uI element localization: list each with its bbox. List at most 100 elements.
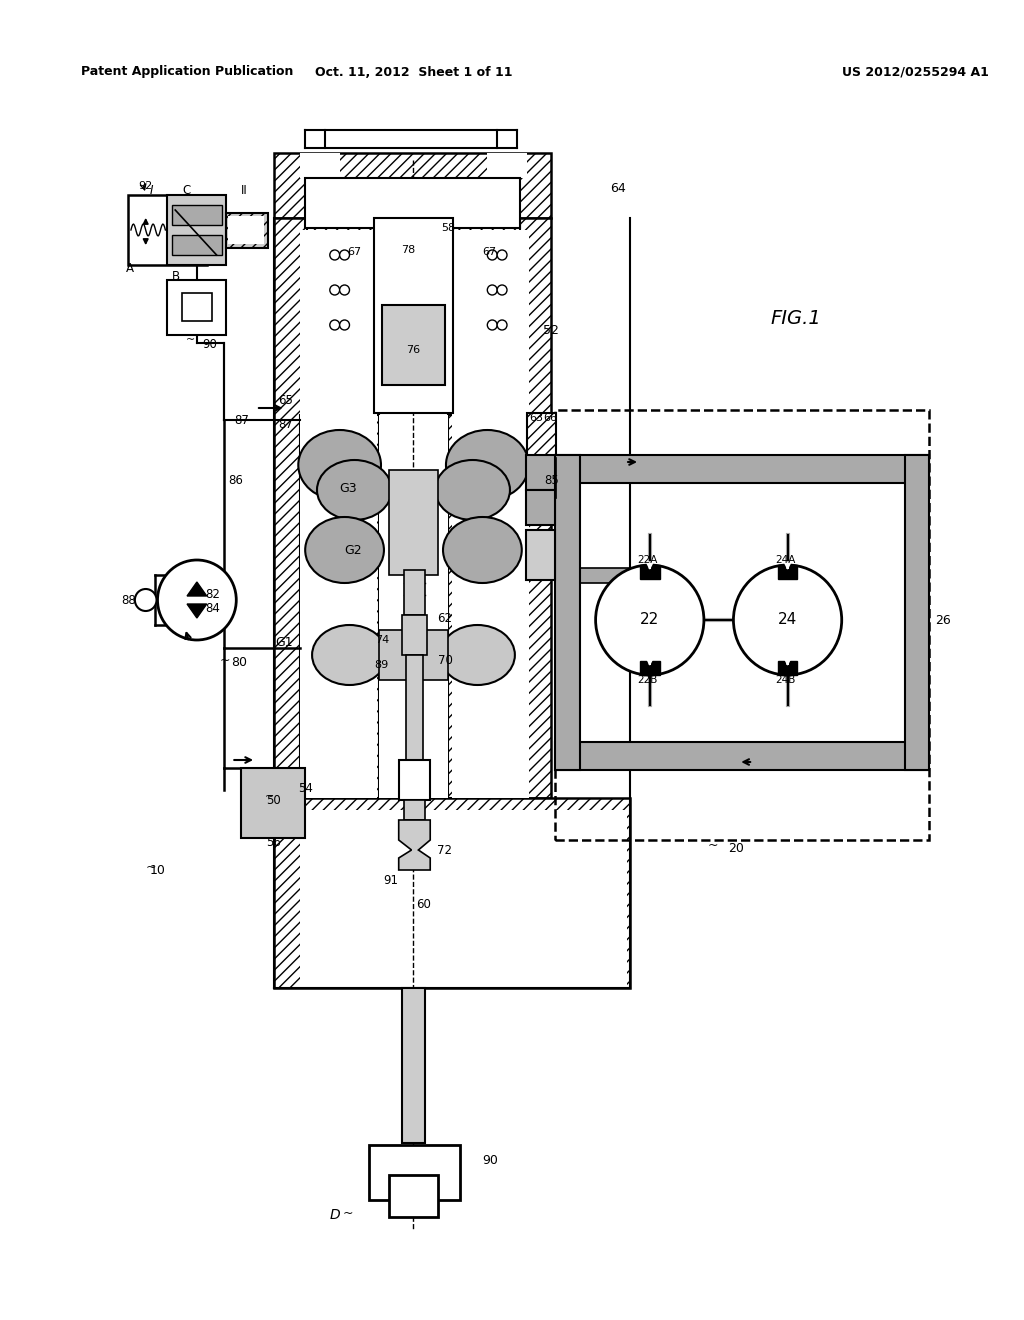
Bar: [300, 153, 340, 178]
Text: FIG.1: FIG.1: [770, 309, 821, 327]
Bar: [487, 153, 526, 178]
Circle shape: [340, 319, 349, 330]
Text: 24: 24: [778, 612, 798, 627]
Bar: [379, 455, 447, 595]
Bar: [452, 230, 528, 799]
Bar: [525, 490, 555, 525]
Text: 62: 62: [437, 611, 453, 624]
Text: 90: 90: [482, 1154, 499, 1167]
Bar: [447, 414, 526, 799]
Ellipse shape: [435, 459, 510, 520]
Bar: [379, 414, 447, 799]
Bar: [379, 630, 447, 680]
Bar: [398, 760, 430, 800]
Text: I: I: [150, 183, 154, 197]
Text: 86: 86: [228, 474, 244, 487]
Text: 26: 26: [935, 614, 951, 627]
Text: 91: 91: [384, 874, 398, 887]
Bar: [526, 413, 556, 458]
Text: ~: ~: [219, 653, 230, 667]
Text: D: D: [330, 1208, 340, 1222]
Circle shape: [487, 319, 498, 330]
Ellipse shape: [446, 430, 528, 500]
Text: 67: 67: [482, 247, 497, 257]
Bar: [447, 218, 551, 799]
Text: 24A: 24A: [775, 554, 796, 565]
Text: G1: G1: [275, 636, 293, 649]
Text: 74: 74: [375, 635, 389, 645]
Text: 78: 78: [401, 246, 416, 255]
Bar: [370, 1144, 460, 1200]
Circle shape: [733, 565, 842, 675]
Circle shape: [330, 319, 340, 330]
Bar: [640, 661, 659, 675]
Circle shape: [330, 249, 340, 260]
Polygon shape: [187, 582, 207, 597]
Circle shape: [596, 565, 703, 675]
Bar: [379, 414, 447, 799]
Text: 89: 89: [375, 660, 389, 671]
Circle shape: [498, 319, 507, 330]
Text: II: II: [242, 183, 248, 197]
Bar: [389, 470, 438, 576]
Polygon shape: [398, 820, 430, 870]
Text: 58: 58: [441, 223, 455, 234]
Circle shape: [158, 560, 237, 640]
Text: ~: ~: [185, 335, 195, 345]
Text: 20: 20: [728, 842, 744, 854]
Text: 92: 92: [138, 181, 153, 191]
Text: 50: 50: [266, 793, 281, 807]
Text: 87: 87: [234, 413, 249, 426]
Bar: [555, 742, 930, 770]
Polygon shape: [187, 605, 207, 618]
Bar: [374, 218, 453, 413]
Text: G2: G2: [344, 544, 362, 557]
Text: ~: ~: [145, 861, 157, 874]
Text: 87: 87: [279, 418, 293, 432]
Text: A: A: [126, 261, 134, 275]
Bar: [300, 230, 377, 799]
Bar: [555, 568, 634, 583]
Text: ~: ~: [708, 838, 718, 851]
Text: 60: 60: [416, 899, 431, 912]
Circle shape: [498, 249, 507, 260]
Text: 82: 82: [205, 587, 219, 601]
Text: 63: 63: [529, 413, 544, 422]
Bar: [778, 661, 798, 675]
Text: 88: 88: [121, 594, 136, 606]
Bar: [172, 205, 221, 224]
Bar: [300, 810, 627, 987]
Ellipse shape: [298, 430, 381, 500]
Ellipse shape: [317, 459, 392, 520]
Bar: [226, 213, 268, 248]
Text: B: B: [172, 271, 180, 284]
Circle shape: [340, 249, 349, 260]
Bar: [300, 414, 379, 799]
Bar: [167, 280, 226, 335]
Text: G3: G3: [340, 482, 357, 495]
Bar: [305, 178, 520, 228]
Text: 66: 66: [544, 413, 557, 422]
Text: 54: 54: [298, 781, 312, 795]
Text: ~: ~: [264, 792, 273, 803]
Text: 52: 52: [544, 323, 559, 337]
Ellipse shape: [305, 517, 384, 583]
Text: 56: 56: [265, 837, 281, 850]
Text: 76: 76: [407, 345, 421, 355]
Bar: [525, 455, 555, 490]
Text: 85: 85: [545, 474, 559, 487]
Bar: [640, 565, 659, 579]
Circle shape: [487, 285, 498, 294]
Circle shape: [487, 249, 498, 260]
Bar: [406, 655, 423, 805]
Text: 65: 65: [279, 393, 293, 407]
Bar: [403, 570, 425, 615]
Text: 22A: 22A: [638, 554, 658, 565]
Ellipse shape: [440, 624, 515, 685]
Bar: [555, 469, 634, 483]
Text: 72: 72: [437, 843, 453, 857]
Bar: [167, 195, 226, 265]
Bar: [401, 987, 425, 1143]
Bar: [401, 615, 427, 655]
Bar: [273, 153, 551, 218]
